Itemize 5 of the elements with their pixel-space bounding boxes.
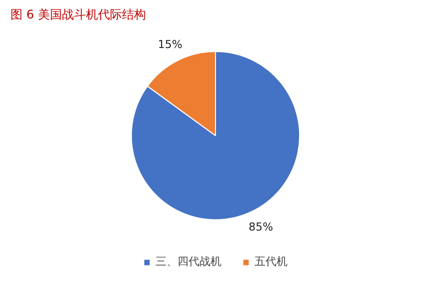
data-label: 85% <box>248 220 274 234</box>
data-label: 15% <box>158 38 182 51</box>
legend-label: 五代机 <box>254 254 288 269</box>
legend-label: 三、四代战机 <box>156 254 222 269</box>
chart-title: 图 6 美国战斗机代际结构 <box>10 8 146 22</box>
